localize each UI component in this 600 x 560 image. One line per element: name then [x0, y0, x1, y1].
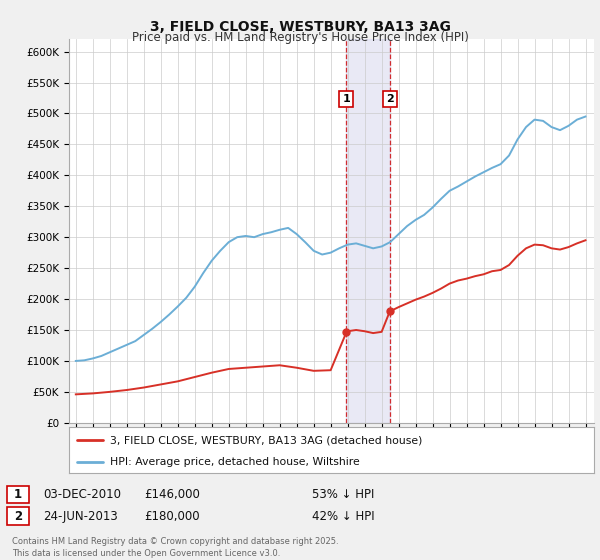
Text: 3, FIELD CLOSE, WESTBURY, BA13 3AG (detached house): 3, FIELD CLOSE, WESTBURY, BA13 3AG (deta…: [110, 435, 422, 445]
Text: 3, FIELD CLOSE, WESTBURY, BA13 3AG: 3, FIELD CLOSE, WESTBURY, BA13 3AG: [149, 20, 451, 34]
Text: HPI: Average price, detached house, Wiltshire: HPI: Average price, detached house, Wilt…: [110, 457, 360, 466]
Text: £180,000: £180,000: [144, 510, 200, 523]
Text: 2: 2: [14, 510, 22, 523]
Text: 2: 2: [386, 94, 394, 104]
Text: £146,000: £146,000: [144, 488, 200, 501]
Text: 24-JUN-2013: 24-JUN-2013: [43, 510, 118, 523]
Bar: [346, 39, 390, 423]
Text: 42% ↓ HPI: 42% ↓ HPI: [312, 510, 374, 523]
Text: 03-DEC-2010: 03-DEC-2010: [43, 488, 121, 501]
Text: Price paid vs. HM Land Registry's House Price Index (HPI): Price paid vs. HM Land Registry's House …: [131, 31, 469, 44]
Text: 1: 1: [14, 488, 22, 501]
Text: 53% ↓ HPI: 53% ↓ HPI: [312, 488, 374, 501]
Text: Contains HM Land Registry data © Crown copyright and database right 2025.
This d: Contains HM Land Registry data © Crown c…: [12, 537, 338, 558]
Text: 1: 1: [343, 94, 350, 104]
